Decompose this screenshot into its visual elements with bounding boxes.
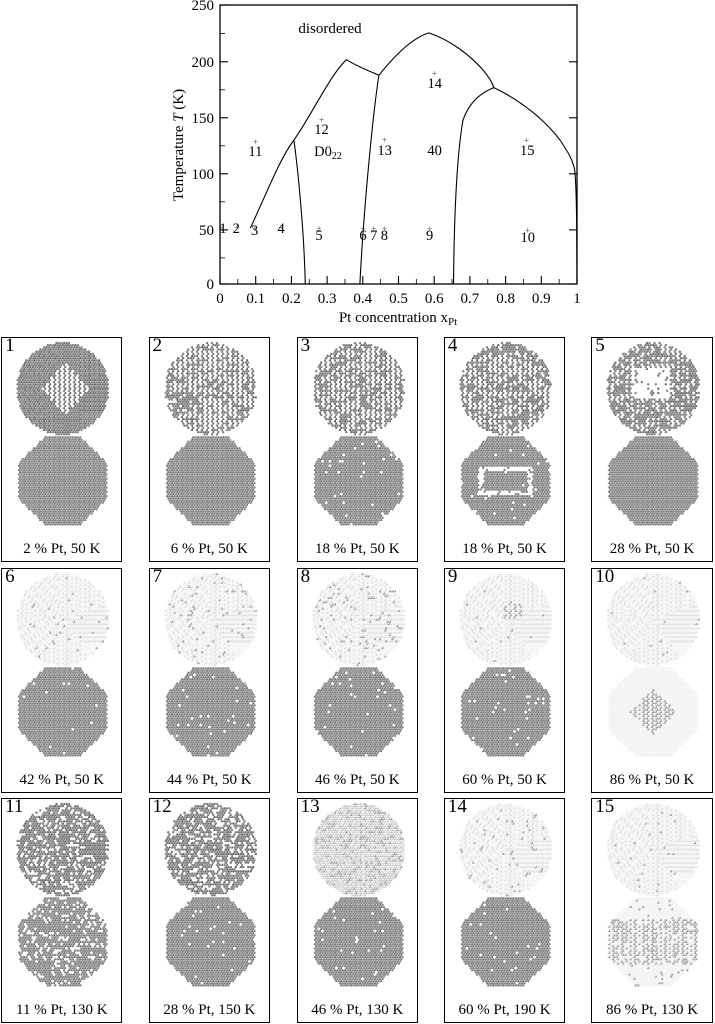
svg-text:0: 0 (216, 291, 224, 307)
svg-text:+: + (360, 224, 365, 234)
svg-text:0: 0 (207, 277, 215, 293)
svg-text:0.9: 0.9 (532, 291, 551, 307)
svg-text:100: 100 (192, 167, 215, 183)
svg-text:Pt concentration xPt: Pt concentration xPt (339, 310, 457, 328)
svg-text:1: 1 (573, 291, 581, 307)
svg-text:D022: D022 (314, 144, 342, 162)
svg-text:0.5: 0.5 (389, 291, 408, 307)
svg-text:+: + (253, 137, 258, 147)
svg-text:+: + (382, 135, 387, 145)
svg-text:14: 14 (428, 76, 443, 92)
svg-text:0.4: 0.4 (353, 291, 372, 307)
svg-text:150: 150 (192, 111, 215, 127)
svg-text:+: + (432, 68, 437, 78)
svg-text:0.3: 0.3 (318, 291, 337, 307)
svg-text:+: + (316, 224, 321, 234)
svg-text:+: + (525, 226, 530, 236)
svg-text:+: + (218, 223, 223, 233)
svg-text:+: + (234, 223, 239, 233)
svg-text:0.6: 0.6 (425, 291, 444, 307)
svg-text:Temperature T (K): Temperature T (K) (171, 89, 187, 201)
svg-text:+: + (279, 223, 284, 233)
svg-text:0.7: 0.7 (461, 291, 480, 307)
svg-text:40: 40 (427, 143, 442, 159)
svg-text:15: 15 (520, 143, 535, 159)
svg-text:+: + (524, 135, 529, 145)
svg-text:50: 50 (199, 223, 214, 239)
svg-text:250: 250 (192, 0, 215, 14)
svg-text:+: + (319, 115, 324, 125)
svg-text:13: 13 (377, 143, 392, 159)
svg-text:0.8: 0.8 (496, 291, 515, 307)
svg-text:+: + (252, 224, 257, 234)
svg-text:+: + (371, 224, 376, 234)
svg-text:0.1: 0.1 (246, 291, 265, 307)
svg-text:+: + (382, 224, 387, 234)
svg-text:200: 200 (192, 55, 215, 71)
svg-text:+: + (427, 224, 432, 234)
svg-text:disordered: disordered (298, 21, 362, 37)
svg-text:0.2: 0.2 (282, 291, 301, 307)
